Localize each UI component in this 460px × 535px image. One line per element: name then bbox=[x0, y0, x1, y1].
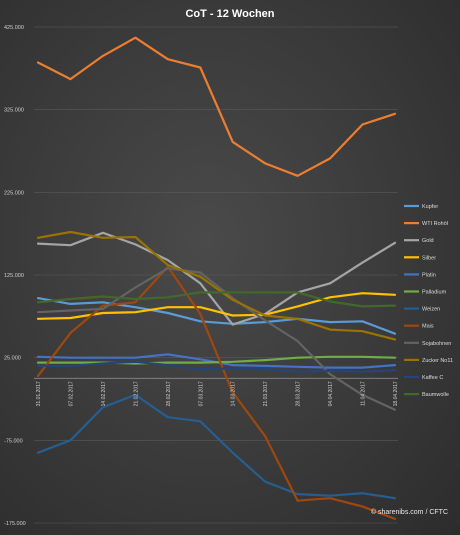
series-line-weizen bbox=[36, 393, 397, 500]
x-tick-label: 04.04.2017 bbox=[328, 381, 334, 406]
y-axis-ticks: 425.000 325.000 225.000 125.000 25.000 -75.00… bbox=[4, 25, 26, 527]
y-tick-label: -175.000 bbox=[4, 521, 26, 527]
legend-label: Kupfer bbox=[422, 204, 438, 210]
legend-label: Palladium bbox=[422, 290, 447, 296]
series-line-kupfer bbox=[36, 297, 397, 335]
series-lines bbox=[36, 36, 397, 521]
x-tick-label: 11.04.2017 bbox=[361, 381, 367, 406]
x-tick-label: 14.03.2017 bbox=[231, 381, 237, 406]
y-tick-label: -75.000 bbox=[4, 438, 23, 444]
series-line-kaffee-c bbox=[36, 360, 397, 373]
x-axis-ticks: 31.01.2017 07.02.2017 14.02.2017 21.02.2017… bbox=[36, 381, 399, 406]
legend-label: Sojabohnen bbox=[422, 341, 451, 347]
legend-label: Silber bbox=[422, 255, 436, 261]
legend-label: WTI Rohöl bbox=[422, 221, 448, 227]
x-tick-label: 28.03.2017 bbox=[296, 381, 302, 406]
legend-label: Zucker No11 bbox=[422, 358, 453, 364]
series-line-silber bbox=[36, 292, 397, 320]
source-credit: © sharenibs.com / CFTC bbox=[371, 508, 448, 516]
x-tick-label: 07.03.2017 bbox=[198, 381, 204, 406]
legend-label: Mais bbox=[422, 324, 434, 330]
x-tick-label: 18.04.2017 bbox=[393, 381, 399, 406]
x-tick-label: 14.02.2017 bbox=[101, 381, 107, 406]
chart-title: CoT - 12 Wochen bbox=[185, 8, 274, 20]
y-tick-label: 25.000 bbox=[4, 356, 21, 362]
series-line-palladium bbox=[36, 355, 397, 365]
x-tick-label: 28.02.2017 bbox=[166, 381, 172, 406]
legend-label: Weizen bbox=[422, 307, 440, 313]
x-tick-label: 07.02.2017 bbox=[68, 381, 74, 406]
y-tick-label: 325.000 bbox=[4, 108, 24, 114]
legend-label: Baumwolle bbox=[422, 392, 449, 398]
legend-label: Kaffee C bbox=[422, 375, 443, 381]
series-line-gold bbox=[36, 231, 397, 326]
x-tick-label: 21.03.2017 bbox=[263, 381, 269, 406]
y-tick-label: 425.000 bbox=[4, 25, 24, 31]
y-tick-label: 225.000 bbox=[4, 190, 24, 196]
series-line-baumwolle bbox=[36, 291, 397, 308]
x-tick-label: 31.01.2017 bbox=[36, 381, 42, 406]
legend-label: Gold bbox=[422, 238, 434, 244]
legend: Kupfer WTI Rohöl Gold Silber Platin Palladium… bbox=[404, 204, 453, 398]
series-line-wti-roh-l bbox=[36, 36, 397, 177]
legend-label: Platin bbox=[422, 272, 436, 278]
x-tick-label: 21.02.2017 bbox=[133, 381, 139, 406]
series-line-zucker-no11 bbox=[36, 230, 397, 341]
series-line-sojabohnen bbox=[36, 267, 397, 411]
y-tick-label: 125.000 bbox=[4, 273, 24, 279]
